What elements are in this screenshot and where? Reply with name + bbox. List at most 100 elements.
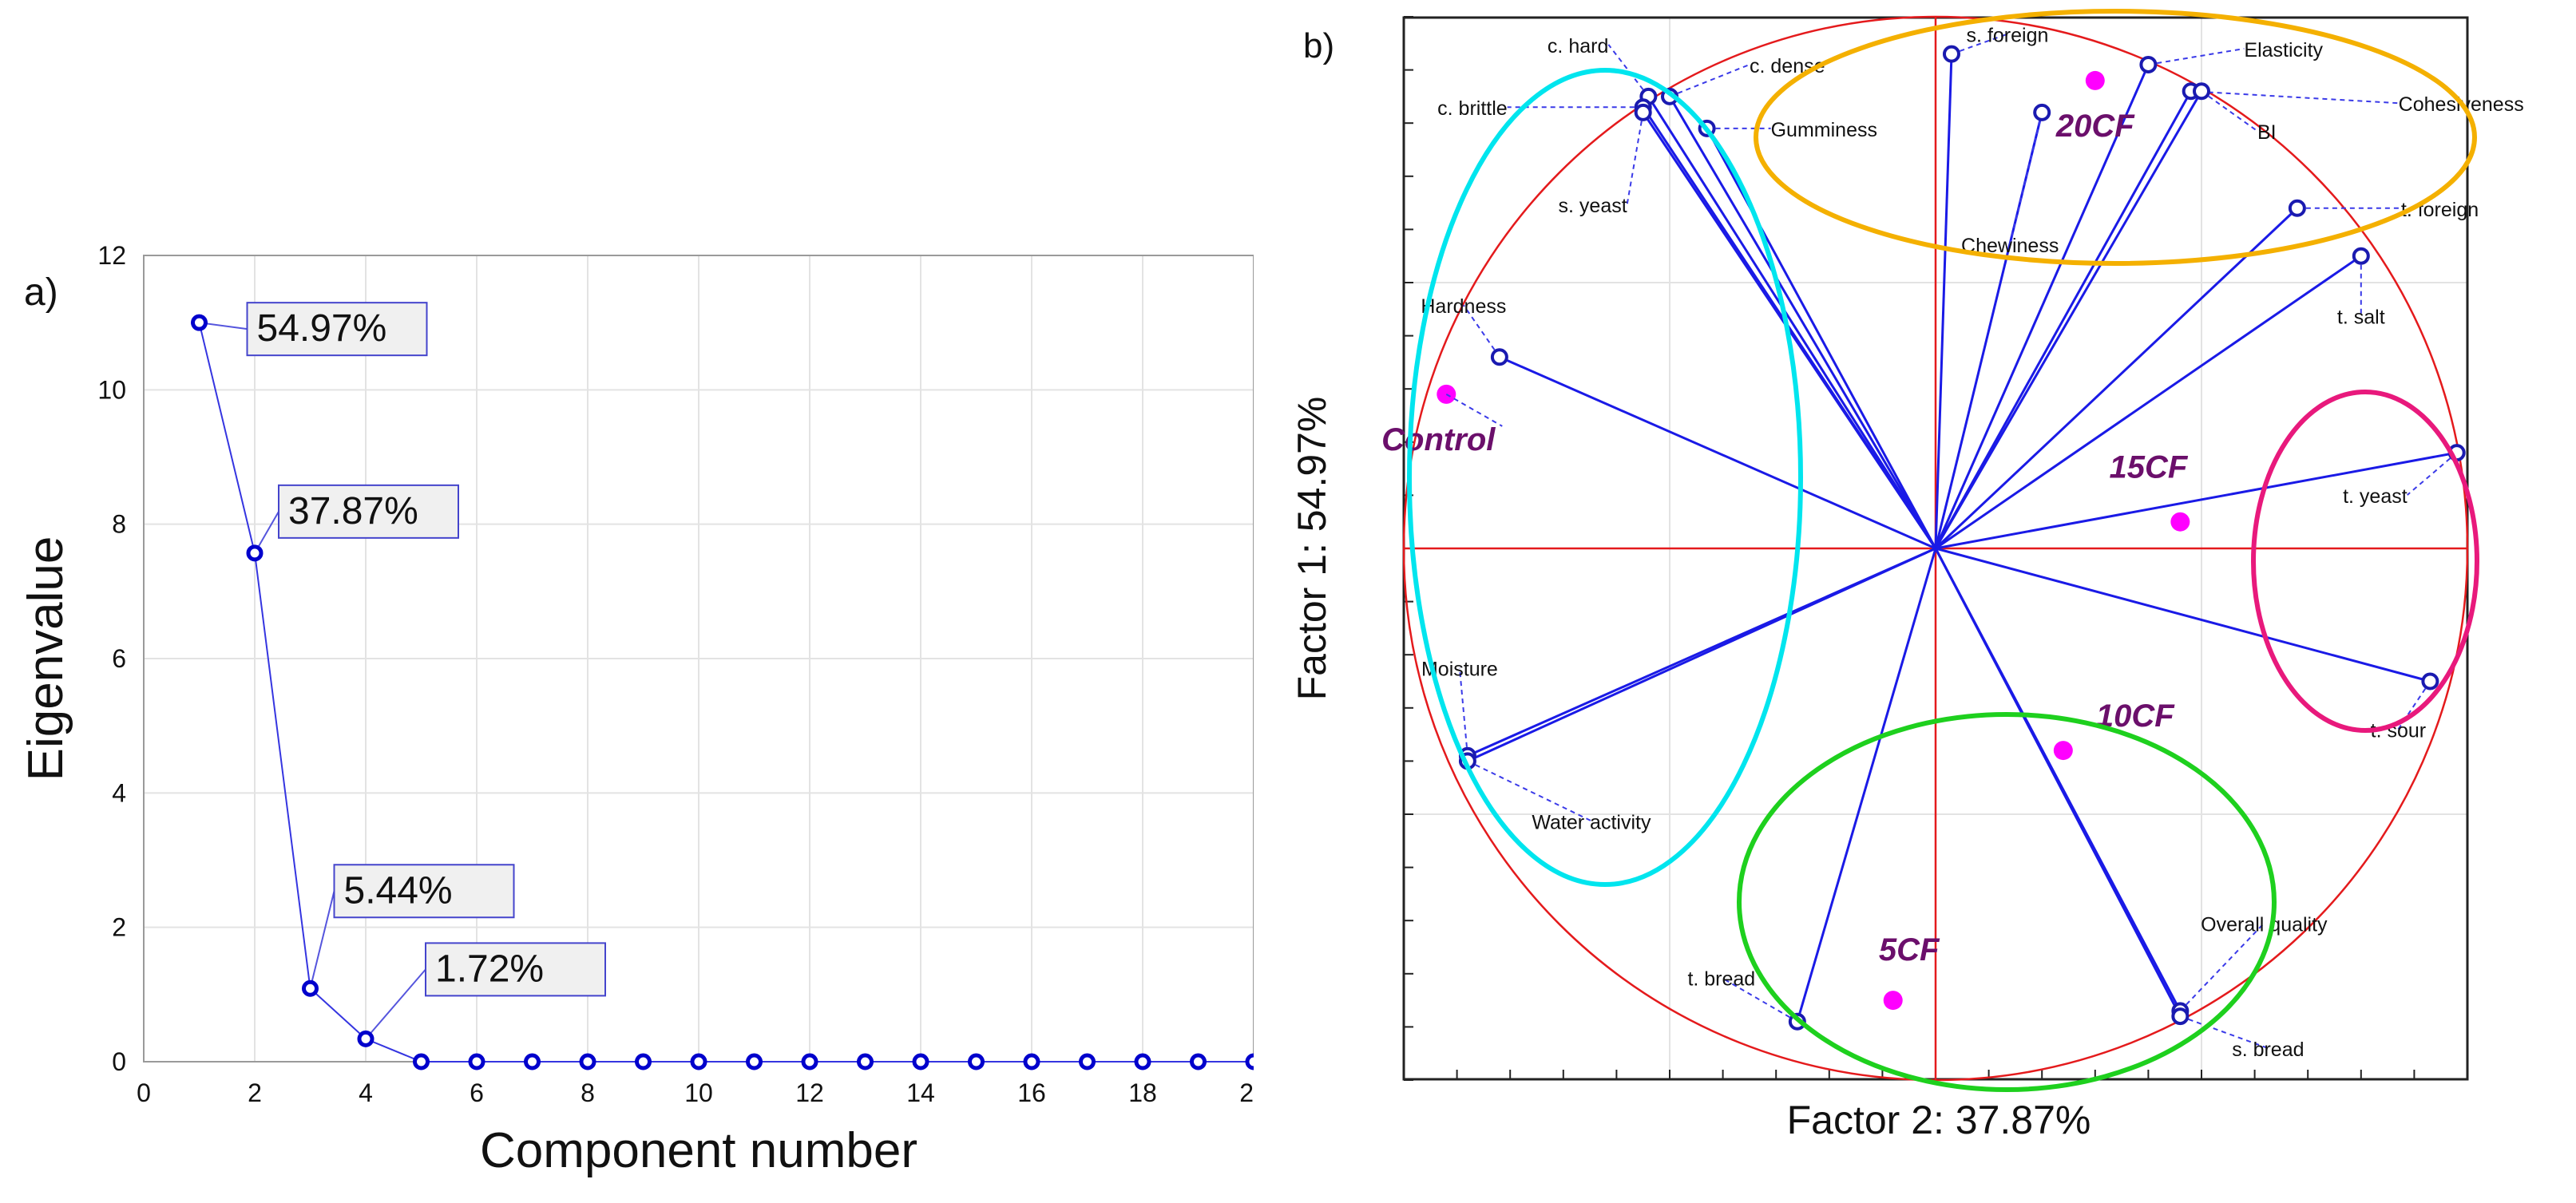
annotation-box bbox=[246, 302, 428, 357]
variable-label: t. salt bbox=[2337, 307, 2385, 329]
variable-label: Overall quality bbox=[2201, 913, 2328, 936]
y-tick-label: 12 bbox=[97, 241, 126, 270]
orange-group-ellipse bbox=[1754, 9, 2477, 266]
biplot-tick-marks bbox=[1403, 16, 2468, 1081]
variable-label: Elasticity bbox=[2244, 39, 2323, 61]
variable-label: c. dense bbox=[1750, 55, 1825, 77]
variable-label: s. yeast bbox=[1559, 195, 1627, 217]
y-tick-label: 6 bbox=[112, 644, 126, 673]
variable-label: s. bread bbox=[2232, 1039, 2304, 1061]
eigenvalue-point bbox=[357, 1030, 375, 1047]
variable-leader bbox=[1626, 112, 1644, 205]
x-tick-label: 8 bbox=[581, 1078, 595, 1107]
sample-point bbox=[2085, 70, 2105, 90]
scree-annotations: 54.97% 37.87% 5.44% 1.72% bbox=[199, 302, 606, 1040]
green-group-ellipse bbox=[1737, 712, 2277, 1092]
variable-labels: c. hard c. dense c. brittle s. yeast Gummine… bbox=[1421, 25, 2523, 1061]
variable-leader bbox=[2201, 90, 2258, 133]
pink-group-ellipse bbox=[2251, 390, 2479, 733]
x-tick-label: 0 bbox=[137, 1078, 151, 1107]
variable-point bbox=[2033, 103, 2051, 121]
eigenvalue-point bbox=[524, 1053, 541, 1070]
variable-label: BI bbox=[2257, 121, 2277, 144]
sample-label: 5CF bbox=[1879, 932, 1940, 968]
eigenvalue-point bbox=[468, 1053, 485, 1070]
variable-label: t. bread bbox=[1687, 968, 1755, 991]
annotation-label: 1.72% bbox=[435, 948, 544, 990]
eigenvalue-point bbox=[191, 314, 208, 331]
variable-leader bbox=[1467, 760, 1592, 822]
variable-leader bbox=[1721, 976, 1798, 1023]
correlation-circle bbox=[1402, 15, 2469, 1082]
scree-x-ticks: 0 2 4 6 8 10 12 14 16 18 20 bbox=[137, 1078, 1254, 1107]
variable-label: Water activity bbox=[1532, 811, 1651, 833]
variable-point bbox=[2288, 199, 2306, 217]
annotation-leader bbox=[365, 968, 426, 1040]
x-tick-label: 2 bbox=[248, 1078, 262, 1107]
loading-vector bbox=[1934, 207, 2298, 550]
x-tick-label: 4 bbox=[359, 1078, 373, 1107]
eigenvalue-point bbox=[635, 1053, 652, 1070]
variable-leader bbox=[1951, 33, 2008, 55]
eigenvalue-point bbox=[1079, 1053, 1096, 1070]
group-ellipses bbox=[1407, 9, 2479, 1092]
eigenvalue-point bbox=[801, 1053, 818, 1070]
variable-point bbox=[2421, 672, 2439, 691]
scree-gridlines bbox=[143, 255, 1254, 1063]
loading-vector bbox=[1668, 96, 1937, 549]
variable-leader bbox=[1463, 304, 1500, 358]
variable-leader bbox=[1458, 667, 1468, 756]
annotation-label: 5.44% bbox=[344, 869, 453, 912]
variable-leader bbox=[2407, 452, 2458, 496]
loading-vector bbox=[1796, 548, 1937, 1023]
eigenvalue-point bbox=[912, 1053, 929, 1070]
eigenvalue-point bbox=[968, 1053, 985, 1070]
loading-vector bbox=[1467, 547, 1936, 762]
annotation-leader bbox=[309, 891, 335, 989]
eigenvalue-point bbox=[413, 1053, 430, 1070]
annotation-label: 37.87% bbox=[288, 490, 418, 532]
biplot-x-axis-title: Factor 2: 37.87% bbox=[1787, 1098, 2091, 1142]
loading-vector bbox=[1934, 64, 2150, 549]
loading-vector bbox=[1934, 90, 2192, 549]
scree-y-axis-title: Eigenvalue bbox=[18, 536, 73, 782]
x-tick-label: 10 bbox=[684, 1078, 713, 1107]
y-tick-label: 10 bbox=[97, 375, 126, 404]
loading-vector bbox=[1934, 53, 1953, 549]
x-tick-label: 6 bbox=[470, 1078, 484, 1107]
eigenvalue-point bbox=[302, 979, 319, 997]
loading-vectors bbox=[1467, 53, 2457, 1023]
scree-line bbox=[198, 322, 1254, 1063]
x-tick-label: 14 bbox=[906, 1078, 935, 1107]
loading-vector bbox=[1706, 128, 1937, 549]
annotation-box bbox=[278, 484, 459, 539]
eigenvalue-point bbox=[246, 544, 264, 562]
scree-points bbox=[191, 314, 1254, 1070]
sample-label: Control bbox=[1381, 422, 1496, 457]
sample-point bbox=[1883, 991, 1903, 1011]
y-tick-label: 0 bbox=[112, 1047, 126, 1076]
y-tick-label: 4 bbox=[112, 778, 126, 807]
variable-leader bbox=[1607, 44, 1650, 97]
eigenvalue-point bbox=[1023, 1053, 1040, 1070]
loading-vector bbox=[1934, 112, 2043, 549]
x-tick-label: 12 bbox=[795, 1078, 824, 1107]
loading-vector bbox=[1499, 355, 1936, 550]
variable-label: s. foreign bbox=[1967, 25, 2049, 47]
annotation-box bbox=[425, 942, 606, 997]
annotation-box bbox=[333, 864, 515, 919]
variable-label: c. brittle bbox=[1437, 97, 1508, 120]
x-tick-label: 18 bbox=[1128, 1078, 1157, 1107]
scree-x-axis-title: Component number bbox=[480, 1123, 917, 1178]
variable-leader bbox=[2148, 47, 2245, 65]
variable-point bbox=[2139, 55, 2158, 73]
eigenvalue-point bbox=[1245, 1053, 1254, 1070]
eigenvalue-point bbox=[857, 1053, 874, 1070]
label-leader-lines bbox=[1458, 33, 2458, 1050]
sample-label: 15CF bbox=[2109, 450, 2188, 485]
variable-point bbox=[2171, 1007, 2190, 1026]
sample-leader bbox=[1445, 393, 1503, 427]
variable-label: t. yeast bbox=[2343, 485, 2408, 508]
panel-b-label: b) bbox=[1303, 26, 1334, 65]
